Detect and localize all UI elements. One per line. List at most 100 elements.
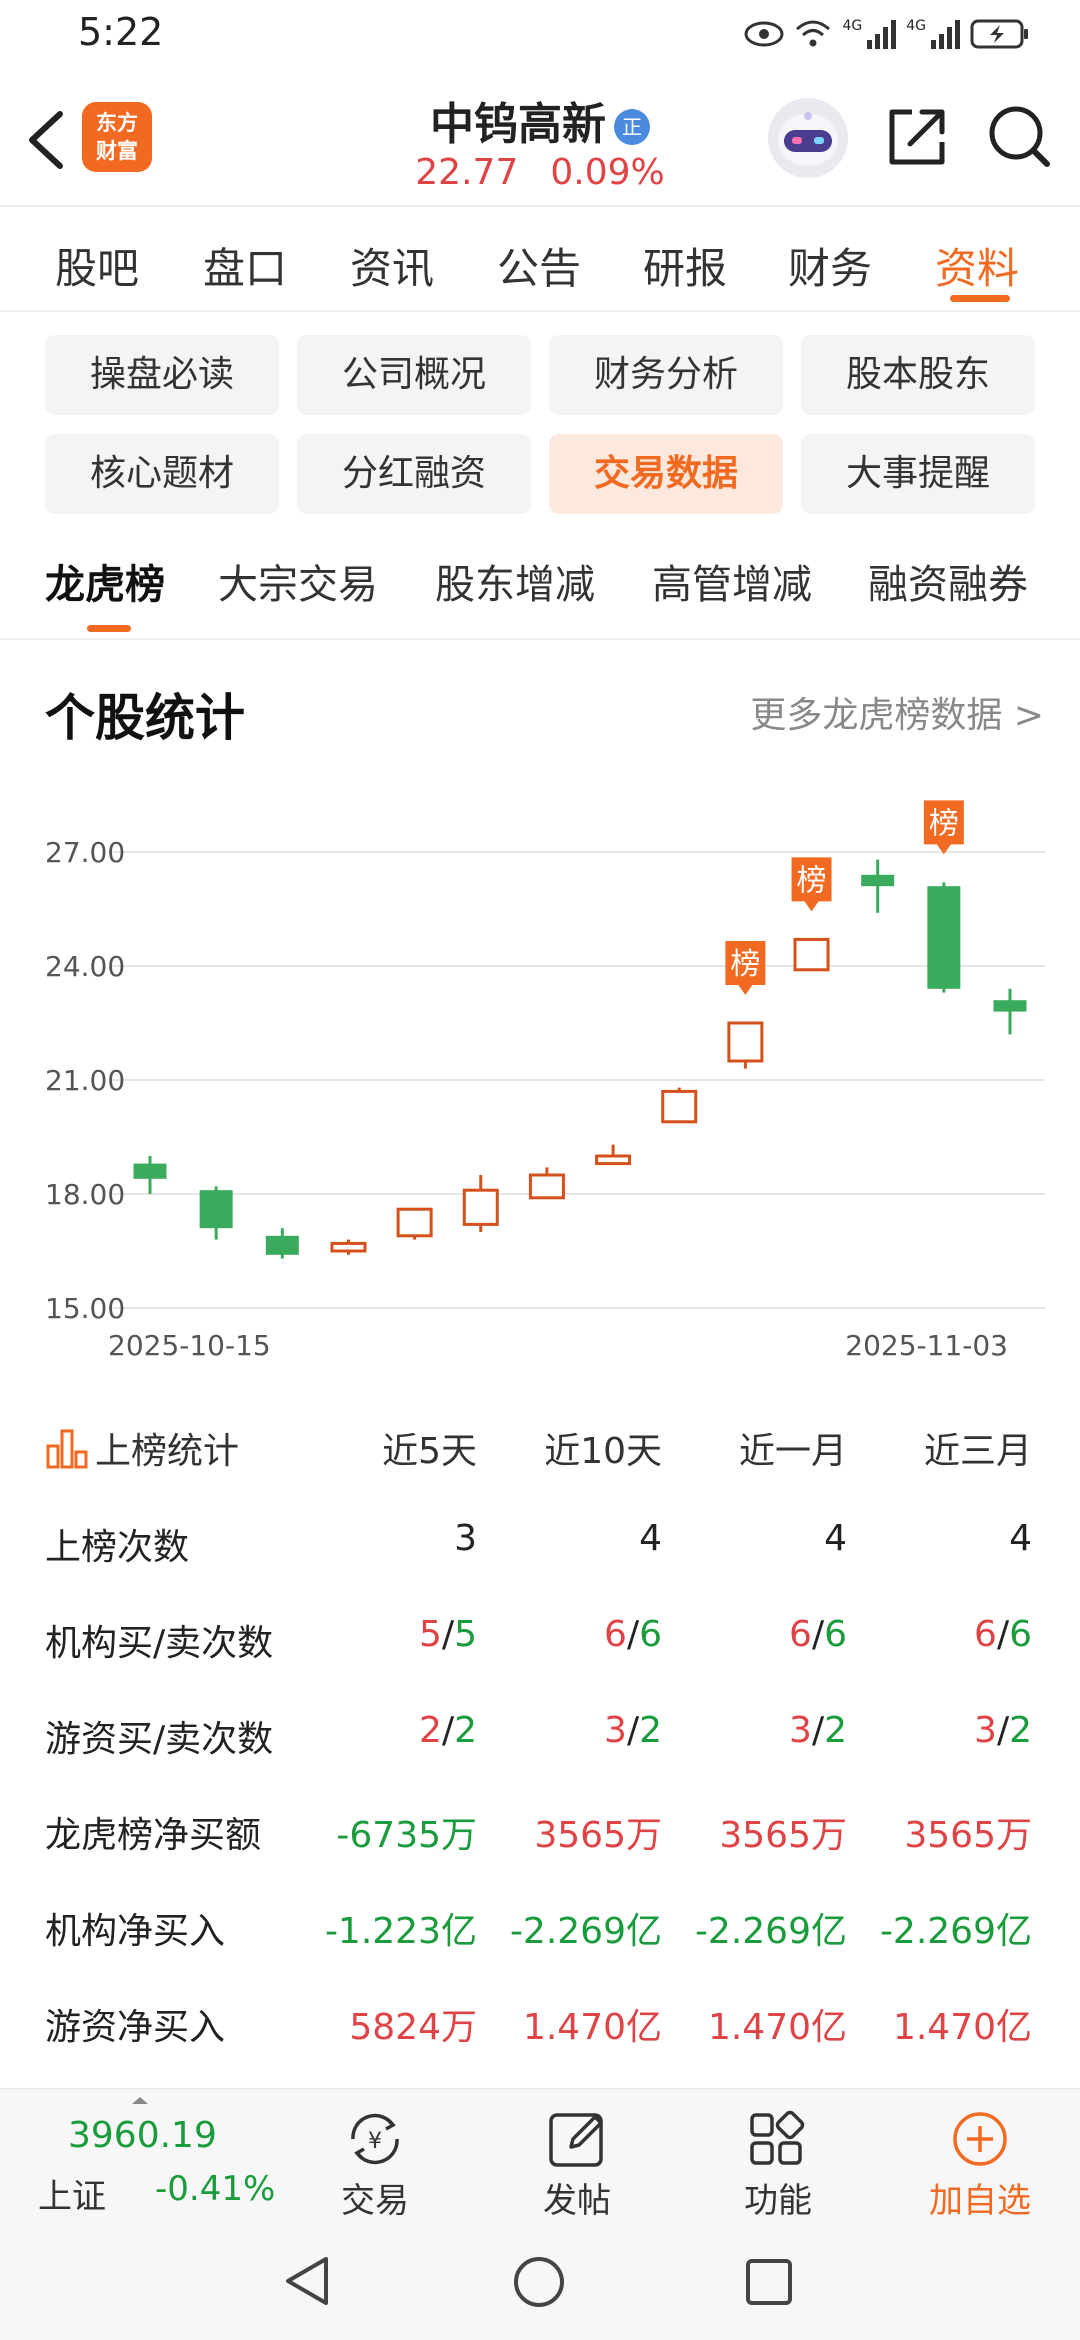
- share-icon: [889, 109, 945, 165]
- status-time: 5:22: [78, 10, 164, 54]
- chip-financial-analysis[interactable]: 财务分析: [549, 335, 783, 415]
- stock-title: 中钨高新正: [0, 88, 1080, 152]
- stats-cell: 1.470亿: [442, 1998, 662, 2050]
- stats-cell: 5/5: [257, 1614, 477, 1655]
- stats-cell: 3/2: [627, 1710, 847, 1751]
- candle-body: [595, 1154, 632, 1166]
- y-tick-label: 18.00: [45, 1178, 125, 1211]
- tab-guba[interactable]: 股吧: [55, 244, 140, 293]
- subtab-block-trades[interactable]: 大宗交易: [218, 562, 378, 608]
- chip-events[interactable]: 大事提醒: [801, 434, 1035, 514]
- svg-text:¥: ¥: [368, 2129, 382, 2154]
- subtab-holder-changes[interactable]: 股东增减: [435, 562, 595, 608]
- stats-cell: 3/2: [442, 1710, 662, 1751]
- header: 东方 财富 中钨高新正 22.77 0.09%: [0, 70, 1080, 205]
- bang-marker: [725, 941, 766, 995]
- net-type-1: 4G: [842, 18, 863, 34]
- stats-cell: 3565万: [812, 1806, 1032, 1858]
- eye-icon: [744, 21, 784, 47]
- search-button[interactable]: [985, 102, 1055, 172]
- nav-functions-label: 功能: [744, 2181, 812, 2221]
- add-circle-icon: [953, 2112, 1007, 2166]
- stats-header: 上榜统计: [45, 1422, 239, 1474]
- y-tick-label: 24.00: [45, 950, 125, 983]
- candle-body: [861, 874, 895, 887]
- subtab-dragon-tiger[interactable]: 龙虎榜: [45, 562, 165, 608]
- subtab-margin-trading[interactable]: 融资融券: [868, 562, 1028, 608]
- signal-icon-1: [867, 20, 897, 49]
- verified-badge-icon: 正: [614, 109, 650, 145]
- bang-marker-label: 榜: [730, 947, 760, 982]
- section-title: 个股统计: [45, 689, 245, 747]
- ai-assistant-avatar[interactable]: [768, 98, 848, 178]
- back-button[interactable]: [22, 106, 68, 174]
- stats-col-1m: 近一月: [738, 1431, 847, 1472]
- more-dragon-tiger-link[interactable]: 更多龙虎榜数据 >: [750, 695, 1044, 736]
- index-name[interactable]: 上证: [38, 2177, 106, 2217]
- tab-finance[interactable]: 财务: [788, 244, 873, 293]
- x-tick-label: 2025-11-03: [845, 1329, 1008, 1362]
- chip-company-overview[interactable]: 公司概况: [297, 335, 531, 415]
- battery-charging-icon: [970, 19, 1028, 49]
- stats-value: 3: [604, 1710, 627, 1751]
- stats-value: 1.470亿: [892, 2007, 1032, 2048]
- nav-functions-button[interactable]: 功能: [708, 2101, 848, 2221]
- stats-cell: 3565万: [442, 1806, 662, 1858]
- nav-recents-icon[interactable]: [744, 2257, 794, 2307]
- stats-col-3m: 近三月: [923, 1431, 1032, 1472]
- stats-cell: 3565万: [627, 1806, 847, 1858]
- nav-post-button[interactable]: 发帖: [507, 2101, 647, 2221]
- share-button[interactable]: [882, 102, 952, 172]
- stats-row-label: 游资净买入: [45, 2007, 226, 2048]
- candle-body: [462, 1188, 499, 1226]
- stats-value: -2.269亿: [879, 1911, 1032, 1952]
- stats-cell: 4: [627, 1518, 847, 1559]
- main-tabs: 股吧 盘口 资讯 公告 研报 财务 资料: [0, 207, 1080, 310]
- stats-cell: 1.470亿: [627, 1998, 847, 2050]
- stats-row-label: 机构买/卖次数: [45, 1623, 274, 1664]
- tab-profile[interactable]: 资料: [935, 244, 1020, 293]
- stats-value: 2: [639, 1710, 662, 1751]
- stock-change-pct: 0.09%: [550, 152, 665, 193]
- stats-value: /: [626, 1710, 640, 1751]
- app-logo[interactable]: 东方 财富: [82, 102, 152, 172]
- sub-tabs-divider: [0, 638, 1080, 640]
- stats-row-label: 龙虎榜净买额: [45, 1815, 262, 1856]
- tab-research[interactable]: 研报: [643, 244, 728, 293]
- chip-core-themes[interactable]: 核心题材: [45, 434, 279, 514]
- system-nav-bar: [0, 2223, 1080, 2340]
- stats-value: 2: [824, 1710, 847, 1751]
- candle-body: [330, 1241, 367, 1253]
- nav-add-watchlist-button[interactable]: 加自选: [910, 2101, 1050, 2221]
- stats-col-5d: 近5天: [382, 1431, 477, 1472]
- index-change[interactable]: -0.41%: [155, 2169, 276, 2209]
- stats-value: 3565万: [719, 1815, 847, 1856]
- stats-value: 6: [604, 1614, 627, 1655]
- stats-value: 3: [454, 1518, 477, 1559]
- chip-must-read[interactable]: 操盘必读: [45, 335, 279, 415]
- tab-news[interactable]: 资讯: [350, 244, 435, 293]
- stats-cell: 4: [442, 1518, 662, 1559]
- stats-value: 1.470亿: [707, 2007, 847, 2048]
- stats-cell: -2.269亿: [627, 1902, 847, 1954]
- chip-trading-data[interactable]: 交易数据: [549, 434, 783, 514]
- y-tick-label: 21.00: [45, 1064, 125, 1097]
- chip-shareholders[interactable]: 股本股东: [801, 335, 1035, 415]
- stats-value: 4: [1009, 1518, 1032, 1559]
- tab-pankou[interactable]: 盘口: [203, 244, 288, 293]
- stats-value: 6: [789, 1614, 812, 1655]
- stock-price: 22.77: [415, 152, 519, 193]
- index-value[interactable]: 3960.19: [68, 2115, 217, 2156]
- signal-icon-2: [931, 20, 960, 49]
- stats-cell: -1.223亿: [257, 1902, 477, 1954]
- tab-announcements[interactable]: 公告: [497, 244, 582, 293]
- subtab-exec-changes[interactable]: 高管增减: [652, 562, 812, 608]
- nav-home-icon[interactable]: [512, 2255, 566, 2309]
- chip-dividend-financing[interactable]: 分红融资: [297, 434, 531, 514]
- nav-trade-button[interactable]: ¥ 交易: [305, 2101, 445, 2221]
- stats-value: /: [811, 1614, 825, 1655]
- expand-up-icon: [132, 2097, 148, 2104]
- nav-back-icon[interactable]: [282, 2253, 332, 2309]
- stats-value: /: [996, 1710, 1010, 1751]
- stats-cell: 5824万: [257, 1998, 477, 2050]
